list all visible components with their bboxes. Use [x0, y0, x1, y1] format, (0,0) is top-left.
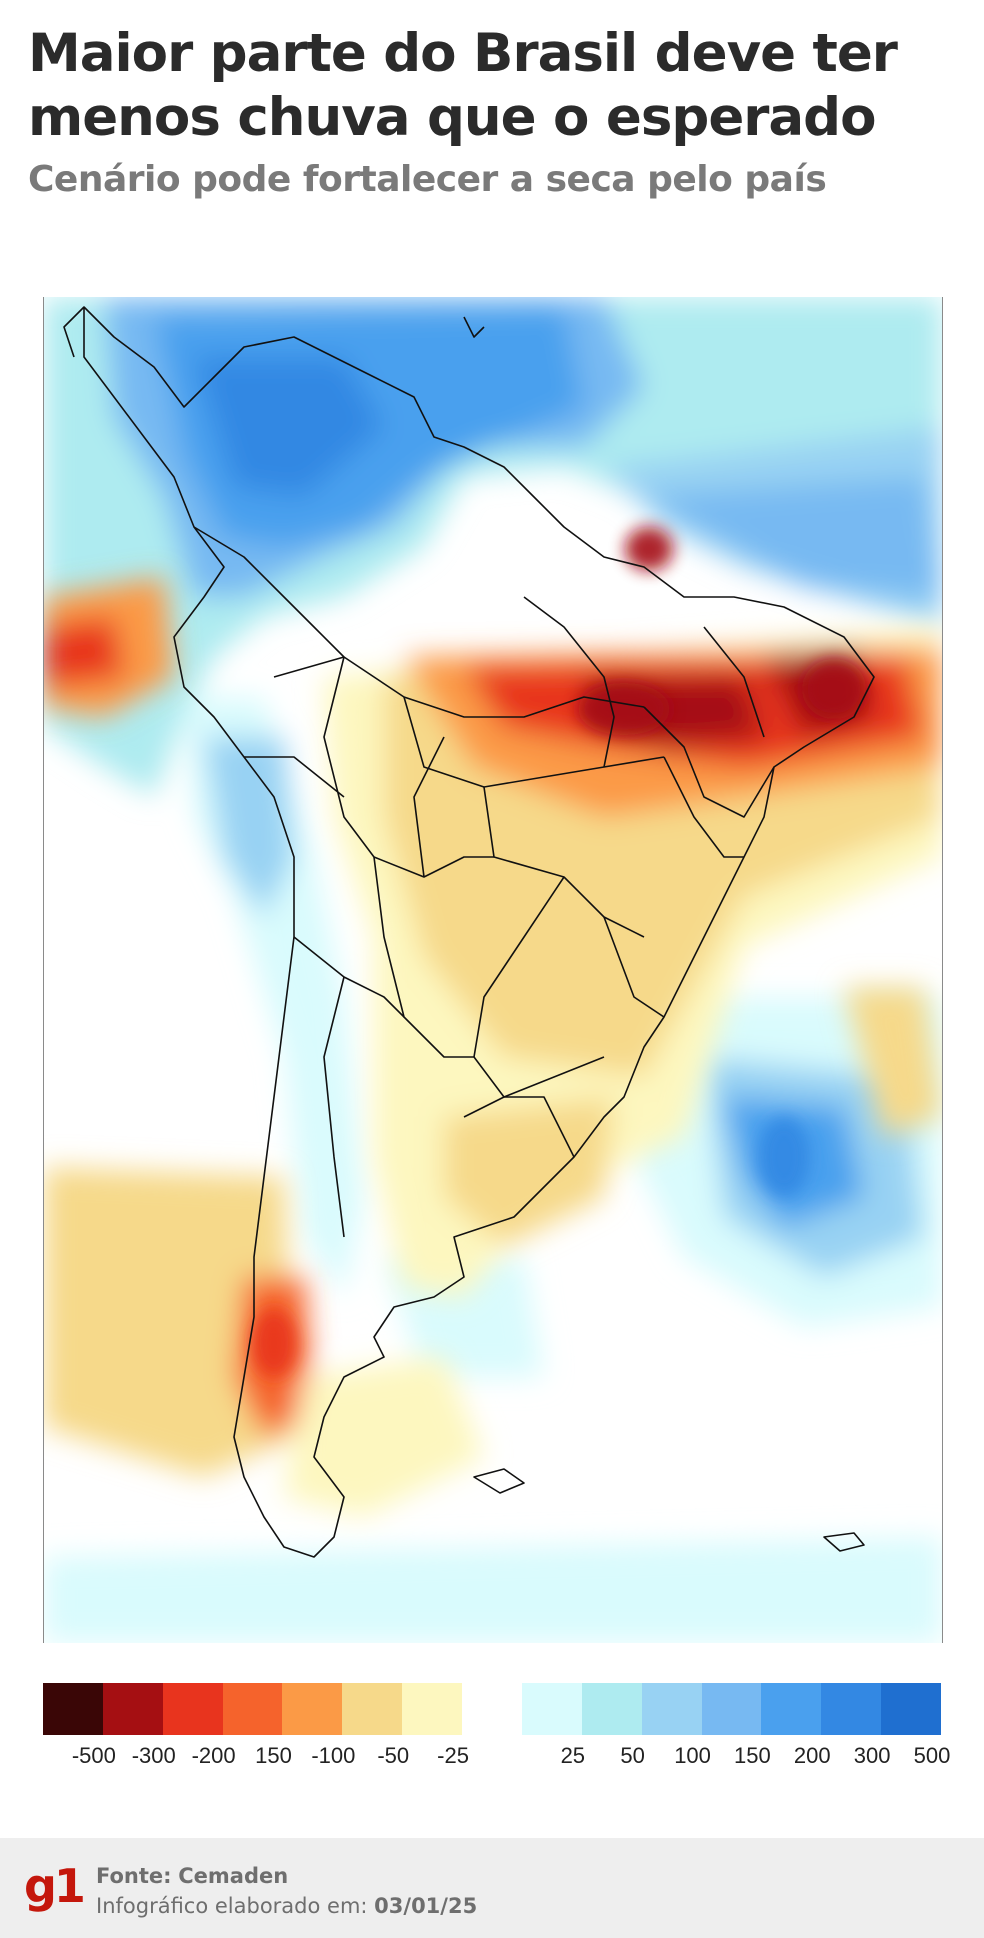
- credit-date: 03/01/25: [374, 1894, 478, 1918]
- color-legend: [43, 1683, 942, 1735]
- credit-line: Infográfico elaborado em: 03/01/25: [96, 1894, 477, 1918]
- precipitation-anomaly-map: [43, 297, 943, 1643]
- legend-tick-label: -500: [71, 1743, 116, 1768]
- legend-tick-label: 150: [255, 1743, 292, 1768]
- anomaly-cores: [252, 527, 866, 1377]
- legend-tick-label: 500: [913, 1743, 951, 1768]
- g1-logo: g1: [24, 1859, 86, 1913]
- source-line: Fonte: Cemaden: [96, 1864, 288, 1888]
- anomaly-field-dry: [44, 577, 942, 1517]
- legend-swatch: [102, 1683, 164, 1735]
- legend-tick-label: -50: [377, 1743, 410, 1768]
- legend-swatch: [43, 1683, 104, 1735]
- legend-swatch: [881, 1683, 942, 1735]
- legend-swatch: [761, 1683, 822, 1735]
- legend-swatch: [462, 1683, 523, 1735]
- coastline-borders: [63, 306, 875, 1558]
- title-line-2: menos chuva que o esperado: [28, 87, 877, 148]
- legend-swatch: [342, 1683, 403, 1735]
- legend-swatch: [521, 1683, 583, 1735]
- legend-swatch: [641, 1683, 703, 1735]
- legend-tick-label: 300: [853, 1743, 891, 1768]
- page-title: Maior parte do Brasil deve ter menos chu…: [28, 22, 968, 150]
- legend-swatch: [701, 1683, 762, 1735]
- map-svg: [44, 297, 942, 1643]
- legend-tick-label: -300: [131, 1743, 176, 1768]
- legend-tick-label: 25: [560, 1743, 586, 1768]
- legend-swatch: [402, 1683, 463, 1735]
- legend-swatch: [581, 1683, 643, 1735]
- legend-swatch: [821, 1683, 882, 1735]
- legend-tick-label: 100: [674, 1743, 711, 1768]
- footer: g1 Fonte: Cemaden Infográfico elaborado …: [0, 1838, 984, 1938]
- source-label: Fonte:: [96, 1864, 172, 1888]
- source-value: Cemaden: [178, 1864, 289, 1888]
- legend-tick-label: -100: [311, 1743, 356, 1768]
- credit-label: Infográfico elaborado em:: [96, 1894, 368, 1918]
- legend-tick-label: -25: [437, 1743, 469, 1768]
- title-line-1: Maior parte do Brasil deve ter: [28, 23, 898, 84]
- legend-tick-label: 200: [793, 1743, 831, 1768]
- anomaly-field-wet: [44, 297, 942, 1643]
- legend-tick-label: 50: [620, 1743, 645, 1768]
- legend-swatch: [222, 1683, 283, 1735]
- legend-swatch: [282, 1683, 343, 1735]
- legend-tick-label: 150: [734, 1743, 771, 1768]
- legend-swatch: [162, 1683, 224, 1735]
- page-subtitle: Cenário pode fortalecer a seca pelo país: [28, 159, 827, 200]
- legend-tick-label: -200: [191, 1743, 236, 1768]
